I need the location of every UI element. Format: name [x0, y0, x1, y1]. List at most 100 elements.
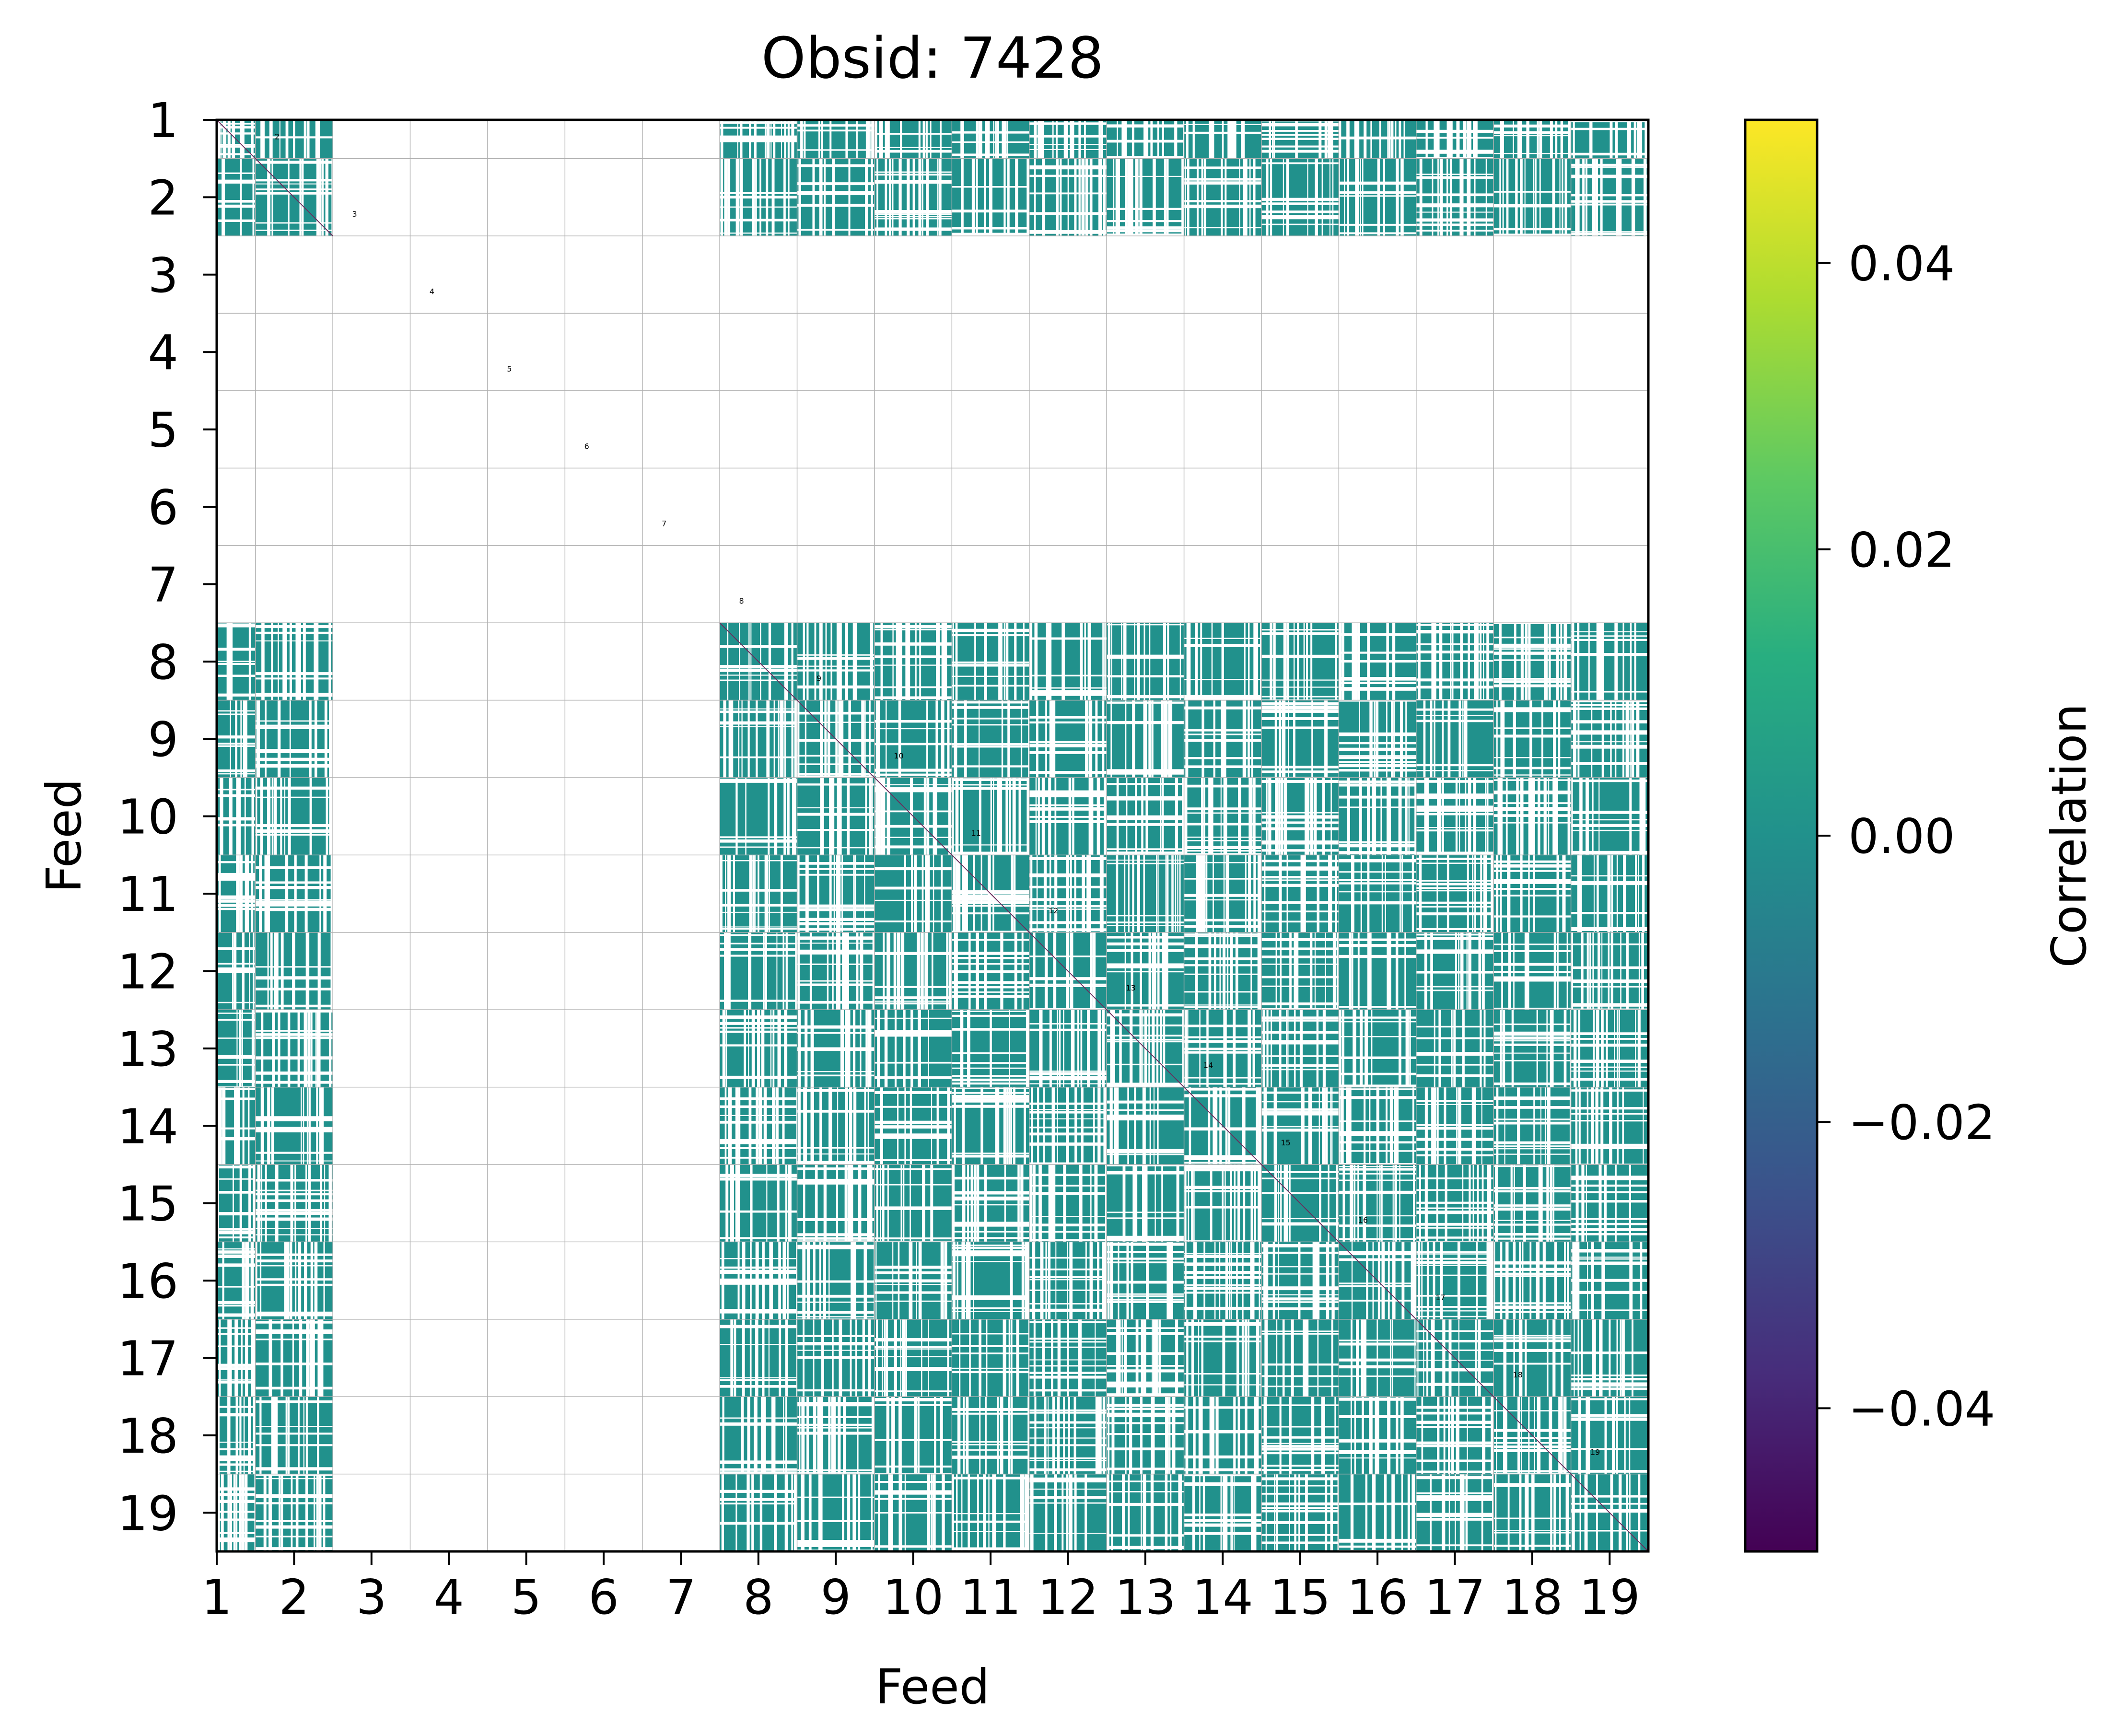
masked-row [1571, 1503, 1648, 1505]
masked-column [1293, 700, 1295, 778]
masked-row [1261, 134, 1339, 136]
masked-row [720, 1156, 797, 1159]
heatmap-cell-19-1 [217, 1474, 256, 1551]
masked-column [986, 1319, 988, 1397]
heatmap-cell-12-2 [255, 932, 334, 1010]
masked-row [1416, 1459, 1494, 1462]
masked-column [728, 932, 731, 1010]
diagonal-label-1: 1 [198, 55, 202, 64]
masked-row [1416, 883, 1494, 885]
masked-column [728, 1087, 731, 1165]
masked-column [952, 1474, 954, 1551]
masked-row [255, 192, 333, 195]
masked-row [1493, 648, 1571, 650]
masked-column [1395, 932, 1399, 1010]
masked-column [907, 158, 910, 236]
masked-column [989, 158, 992, 236]
masked-column [1475, 120, 1478, 159]
masked-row [797, 1335, 875, 1337]
masked-column [1052, 1164, 1054, 1242]
masked-column [1575, 1164, 1577, 1242]
masked-row [217, 623, 256, 626]
masked-row [1416, 1211, 1494, 1213]
heatmap-cell-10-16 [1339, 777, 1418, 855]
masked-column [1090, 932, 1093, 1010]
masked-row [874, 1481, 952, 1483]
cell-fill [1339, 855, 1416, 932]
masked-column [229, 777, 232, 855]
masked-row [217, 908, 256, 910]
heatmap-cell-12-10 [874, 932, 952, 1010]
masked-column [728, 932, 729, 1010]
masked-row [1416, 150, 1494, 153]
masked-column [1639, 120, 1643, 159]
masked-column [1399, 1164, 1400, 1242]
masked-row [1261, 1307, 1339, 1310]
masked-row [255, 1209, 333, 1212]
masked-column [1643, 1087, 1644, 1165]
masked-column [331, 158, 333, 236]
masked-column [1467, 158, 1471, 236]
masked-row [255, 695, 333, 697]
masked-column [1264, 855, 1266, 932]
masked-row [255, 834, 333, 836]
masked-row [797, 918, 875, 921]
masked-column [1358, 158, 1359, 236]
masked-row [874, 1348, 952, 1350]
masked-column [916, 1397, 918, 1474]
masked-column [1203, 777, 1205, 855]
masked-row [874, 1291, 952, 1294]
masked-column [1009, 777, 1011, 855]
masked-row [1029, 751, 1107, 754]
masked-row [1029, 231, 1107, 234]
masked-row [720, 675, 797, 676]
masked-row [1184, 846, 1261, 848]
masked-column [1094, 1164, 1098, 1242]
masked-column [801, 1397, 805, 1474]
masked-row [1107, 862, 1184, 864]
masked-row [1261, 1294, 1339, 1295]
masked-column [279, 1474, 281, 1551]
masked-column [1492, 1242, 1493, 1319]
masked-column [1446, 120, 1449, 159]
heatmap-cell-2-10 [874, 158, 952, 236]
masked-column [887, 1397, 890, 1474]
masked-row [952, 1192, 1029, 1194]
masked-column [1122, 1164, 1126, 1242]
masked-row [255, 1469, 333, 1470]
masked-column [1113, 1010, 1115, 1087]
masked-column [1072, 1010, 1075, 1087]
masked-column [1363, 1164, 1366, 1242]
masked-column [1222, 932, 1226, 1010]
masked-column [1500, 120, 1503, 159]
masked-row [797, 1402, 875, 1404]
masked-row [797, 1520, 875, 1522]
masked-column [314, 623, 316, 700]
masked-row [1493, 1141, 1571, 1144]
masked-column [1629, 1474, 1631, 1551]
masked-row [1493, 888, 1571, 890]
masked-column [1051, 1164, 1053, 1242]
masked-column [1417, 1319, 1419, 1397]
masked-column [1550, 1474, 1552, 1551]
masked-column [1145, 1164, 1148, 1242]
masked-column [837, 777, 839, 855]
masked-row [874, 213, 952, 215]
masked-column [1157, 855, 1159, 932]
masked-row [1493, 1145, 1571, 1147]
heatmap-cell-12-15 [1261, 932, 1339, 1012]
x-tick-label-14: 14 [1192, 1569, 1253, 1625]
heatmap-cell-16-12 [1029, 1242, 1107, 1319]
masked-column [1163, 1010, 1166, 1087]
masked-row [1184, 131, 1261, 134]
masked-column [1598, 1164, 1602, 1242]
masked-row [1107, 1422, 1184, 1424]
masked-row [797, 1389, 875, 1392]
masked-column [812, 158, 815, 236]
masked-column [771, 1397, 775, 1474]
masked-column [816, 1164, 818, 1242]
masked-row [1339, 1150, 1416, 1152]
masked-row [797, 229, 875, 231]
masked-column [1026, 1010, 1029, 1087]
cell-fill [952, 1474, 1029, 1551]
